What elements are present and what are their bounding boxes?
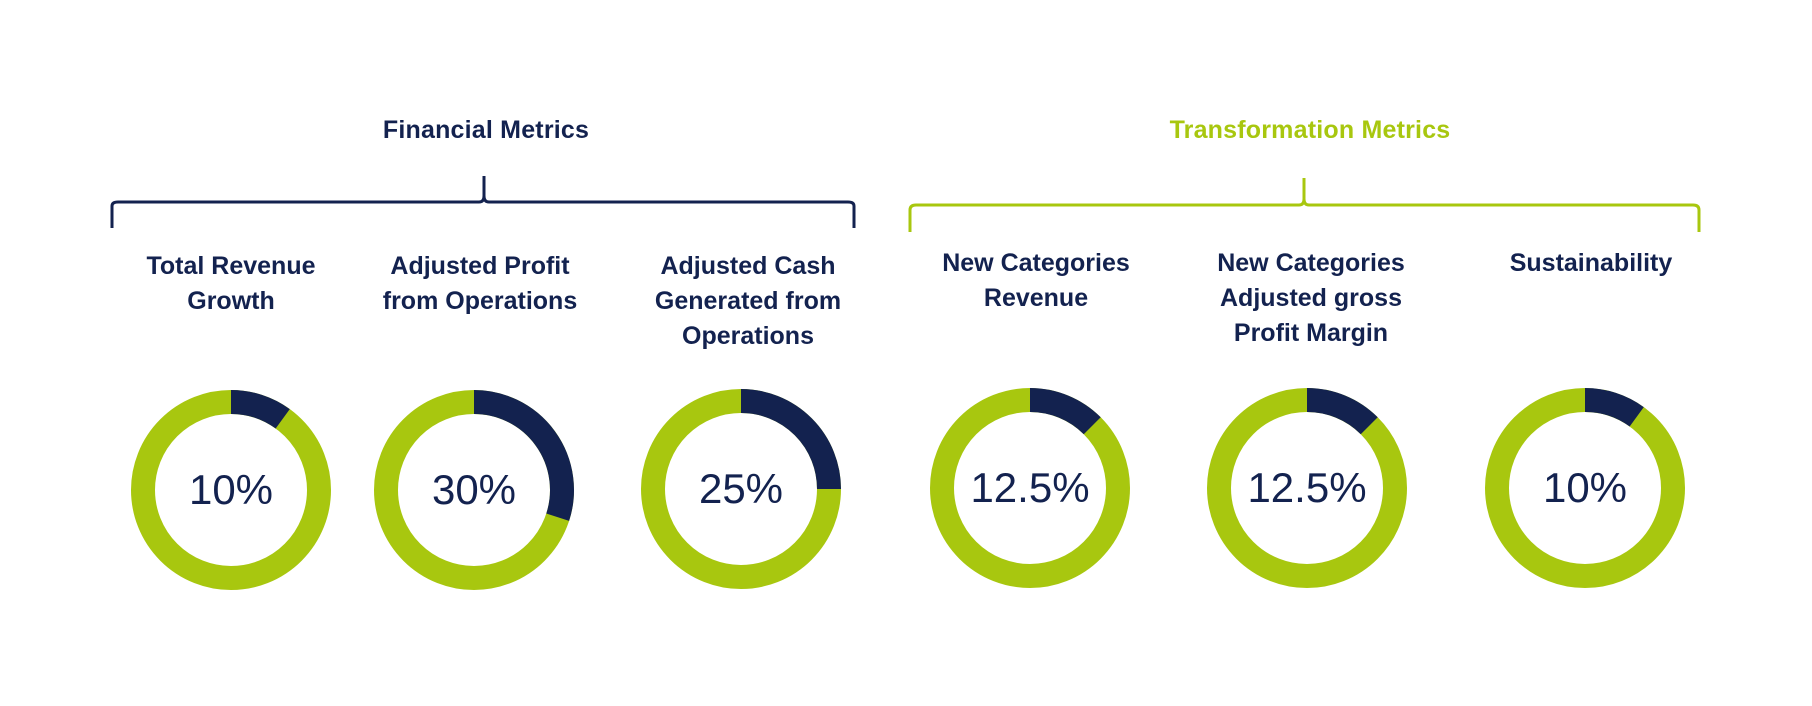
donut-2: 30% (374, 390, 574, 590)
donut-segment (1029, 388, 1101, 435)
transformation-metrics-title: Transformation Metrics (1169, 116, 1451, 144)
donut-3: 25% (641, 389, 841, 589)
metric-label-new-categories-margin: New Categories Adjusted gross Profit Mar… (1217, 249, 1405, 347)
donut-value-label: 30% (432, 466, 516, 513)
donut-5: 12.5% (1207, 388, 1407, 588)
donut-value-label: 12.5% (1247, 464, 1366, 511)
financial-metrics-title: Financial Metrics (382, 116, 590, 144)
donut-value-label: 12.5% (970, 464, 1089, 511)
donut-1: 10% (131, 390, 331, 590)
donut-segment (473, 390, 574, 521)
donut-value-label: 10% (189, 466, 273, 513)
donut-segment (230, 390, 290, 429)
metric-label-total-revenue-growth: Total Revenue Growth (146, 252, 316, 315)
donut-segment (1584, 388, 1644, 427)
donut-segment (1306, 388, 1378, 435)
metric-label-adjusted-profit: Adjusted Profit from Operations (382, 252, 578, 315)
transformation-metrics-bracket (908, 178, 1701, 232)
donut-6: 10% (1485, 388, 1685, 588)
donut-value-label: 25% (699, 465, 783, 512)
financial-metrics-bracket (110, 176, 856, 228)
metric-label-new-categories-revenue: New Categories Revenue (942, 249, 1130, 312)
donut-value-label: 10% (1543, 464, 1627, 511)
donut-segment (740, 389, 841, 490)
metric-label-sustainability: Sustainability (1509, 249, 1673, 277)
metric-label-adjusted-cash: Adjusted Cash Generated from Operations (654, 252, 842, 350)
donut-4: 12.5% (930, 388, 1130, 588)
